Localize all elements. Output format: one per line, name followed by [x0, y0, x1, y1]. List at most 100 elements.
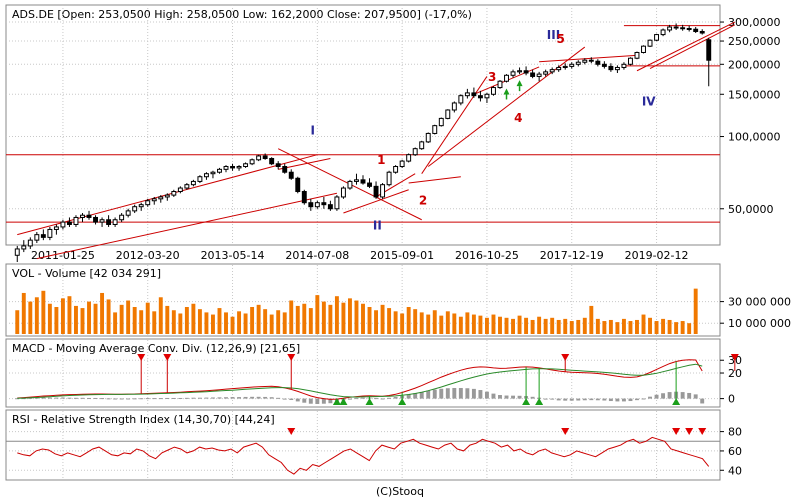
- macd-histogram-bar: [530, 396, 535, 399]
- volume-bar: [400, 313, 405, 334]
- rsi-line: [17, 436, 710, 475]
- price-candle-body: [432, 125, 438, 134]
- macd-histogram-bar: [700, 398, 705, 404]
- volume-bar: [282, 312, 287, 334]
- price-candle-body: [138, 204, 144, 208]
- macd-histogram-bar: [426, 390, 431, 399]
- macd-histogram-bar: [615, 398, 620, 402]
- volume-bar: [445, 311, 450, 334]
- volume-bar: [106, 299, 111, 334]
- price-candle-body: [569, 63, 575, 67]
- macd-histogram-bar: [648, 396, 652, 399]
- volume-bar: [47, 303, 52, 334]
- macd-buy-signal-arrow: [365, 398, 374, 405]
- price-candle-body: [504, 74, 509, 82]
- price-candle-body: [177, 187, 183, 193]
- macd-histogram-bar: [289, 398, 294, 401]
- macd-sell-signal-arrow: [561, 354, 570, 361]
- volume-bar: [674, 322, 679, 334]
- price-candle-body: [686, 27, 692, 30]
- macd-histogram-bar: [302, 398, 307, 403]
- price-wave-label: 5: [556, 32, 564, 46]
- macd-histogram-bar: [34, 397, 39, 399]
- macd-histogram-bar: [93, 397, 98, 399]
- price-candle-body: [73, 216, 79, 225]
- macd-histogram-bar: [197, 397, 202, 399]
- price-candle-body: [380, 184, 386, 198]
- macd-histogram-bar: [556, 398, 561, 401]
- volume-bar: [511, 318, 515, 334]
- price-candle-body: [673, 26, 679, 29]
- price-trend-channel-line: [408, 176, 461, 184]
- price-candle-body: [217, 168, 222, 173]
- rsi-sell-signal-arrow: [685, 428, 694, 435]
- macd-histogram-bar: [41, 397, 46, 399]
- macd-histogram-bar: [504, 395, 509, 399]
- volume-bar: [145, 302, 150, 334]
- price-candle-body: [543, 71, 549, 75]
- volume-bar: [439, 315, 444, 334]
- volume-bar: [184, 307, 189, 334]
- price-wave-label: 4: [514, 111, 522, 125]
- price-candle-body: [647, 39, 653, 47]
- volume-bar: [432, 310, 437, 334]
- macd-histogram-bar: [361, 397, 365, 399]
- macd-histogram-bar: [204, 397, 209, 399]
- price-candle-body: [256, 155, 262, 161]
- price-x-tick-label: 2017-12-19: [540, 249, 604, 262]
- volume-bar: [504, 317, 509, 334]
- macd-histogram-bar: [165, 397, 170, 399]
- volume-bar: [491, 314, 496, 334]
- volume-bar: [628, 321, 633, 334]
- price-candle-body: [693, 28, 699, 32]
- price-candle-body: [367, 182, 372, 187]
- macd-histogram-bar: [608, 398, 613, 402]
- rsi-sell-signal-arrow: [561, 428, 570, 435]
- price-candle-body: [158, 196, 164, 200]
- macd-histogram-bar: [321, 398, 326, 404]
- rsi-y-tick-label: 80: [728, 426, 742, 439]
- macd-buy-signal-arrow: [522, 398, 531, 405]
- macd-buy-signal-arrow: [332, 398, 341, 405]
- macd-buy-signal-arrow: [535, 398, 544, 405]
- rsi-y-tick-label: 60: [728, 445, 742, 458]
- price-wave-label: II: [373, 218, 382, 232]
- volume-bar: [524, 317, 529, 334]
- macd-histogram-bar: [380, 398, 385, 400]
- volume-bar: [576, 319, 581, 334]
- price-candle-body: [419, 141, 425, 150]
- volume-bar: [426, 314, 431, 334]
- price-trend-channel-line: [636, 21, 736, 72]
- price-trend-channel-line: [36, 192, 338, 260]
- macd-histogram-bar: [478, 390, 483, 399]
- macd-histogram-bar: [263, 396, 268, 399]
- volume-bar: [211, 314, 215, 334]
- macd-histogram-bar: [158, 398, 163, 400]
- volume-bar: [602, 321, 607, 334]
- price-candle-body: [119, 214, 125, 221]
- price-candle-body: [203, 173, 209, 178]
- volume-bar: [667, 319, 672, 334]
- volume-bar: [465, 312, 470, 334]
- price-candle-body: [321, 202, 327, 206]
- volume-bar: [419, 312, 424, 334]
- macd-histogram-bar: [100, 398, 105, 400]
- volume-bar: [458, 316, 463, 334]
- macd-histogram-bar: [563, 398, 568, 401]
- price-candle-body: [171, 191, 177, 196]
- price-candle-body: [582, 59, 588, 63]
- macd-histogram-bar: [74, 397, 78, 399]
- macd-y-tick-label: 0: [728, 393, 735, 406]
- macd-histogram-bar: [452, 387, 457, 399]
- volume-bar: [615, 322, 620, 334]
- price-candle-body: [301, 191, 307, 204]
- macd-histogram-bar: [511, 395, 515, 399]
- price-candle-body: [510, 71, 516, 76]
- macd-panel-title: MACD - Moving Average Conv. Div. (12,26,…: [12, 342, 300, 355]
- price-candle-body: [308, 202, 314, 208]
- price-y-tick-label: 250,0000: [728, 35, 781, 48]
- price-candle-body: [275, 163, 281, 168]
- price-candle-body: [660, 29, 666, 36]
- volume-bar: [635, 319, 639, 334]
